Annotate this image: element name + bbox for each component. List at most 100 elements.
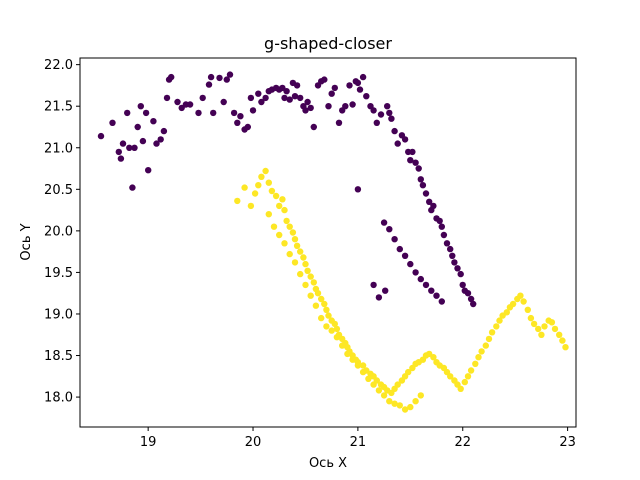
data-point-series-0-95 xyxy=(422,190,430,197)
data-point-series-1-4 xyxy=(255,182,262,189)
data-point-series-1-22 xyxy=(307,273,314,280)
data-point-series-1-11 xyxy=(279,196,286,203)
data-point-series-0-59 xyxy=(307,104,314,112)
data-point-series-1-128 xyxy=(412,398,419,405)
data-point-series-0-65 xyxy=(328,90,335,97)
data-point-series-0-120 xyxy=(412,269,419,276)
data-point-series-1-32 xyxy=(333,325,341,333)
y-axis-label: Ось Y xyxy=(19,223,34,260)
y-tick-label: 19.0 xyxy=(44,307,73,322)
data-point-series-1-107 xyxy=(302,281,309,289)
data-point-series-0-80 xyxy=(377,111,385,118)
data-point-series-1-72 xyxy=(467,367,475,374)
data-point-series-0-123 xyxy=(428,287,435,294)
data-point-series-0-75 xyxy=(359,73,367,81)
data-point-series-0-55 xyxy=(297,94,304,102)
data-point-series-1-87 xyxy=(520,298,527,305)
y-tick-label: 21.0 xyxy=(44,141,73,156)
data-point-series-1-115 xyxy=(344,350,351,358)
data-point-series-1-82 xyxy=(503,309,510,316)
data-point-series-0-67 xyxy=(335,119,343,127)
y-tick-label: 18.0 xyxy=(44,391,73,406)
data-point-series-0-104 xyxy=(447,245,454,253)
data-point-series-0-33 xyxy=(226,71,234,78)
data-point-series-0-118 xyxy=(401,252,409,259)
data-point-series-0-1 xyxy=(109,119,116,127)
data-point-series-1-102 xyxy=(276,231,283,239)
x-tick-label: 23 xyxy=(559,435,576,450)
data-point-series-0-107 xyxy=(454,265,461,272)
data-point-series-1-113 xyxy=(333,334,341,341)
data-point-series-1-29 xyxy=(325,312,332,319)
data-point-series-0-122 xyxy=(422,281,430,289)
data-point-series-0-129 xyxy=(354,186,362,193)
data-point-series-1-90 xyxy=(530,320,538,328)
data-point-series-0-13 xyxy=(145,167,152,174)
data-point-series-0-111 xyxy=(464,290,472,297)
data-point-series-1-126 xyxy=(401,406,409,413)
data-point-series-1-111 xyxy=(323,323,330,330)
data-point-series-1-15 xyxy=(289,229,297,236)
data-point-series-1-54 xyxy=(405,368,412,376)
data-point-series-1-77 xyxy=(485,335,493,343)
data-point-series-0-31 xyxy=(220,98,227,106)
data-point-series-0-94 xyxy=(419,182,427,189)
data-point-series-0-16 xyxy=(157,136,164,143)
y-tick-label: 20.5 xyxy=(44,183,73,198)
data-point-series-1-116 xyxy=(349,356,356,363)
data-point-series-0-64 xyxy=(325,103,332,110)
data-point-series-1-99 xyxy=(562,344,569,351)
data-point-series-0-4 xyxy=(119,140,127,147)
data-point-series-0-36 xyxy=(237,113,244,120)
data-point-series-1-69 xyxy=(457,385,464,392)
data-point-series-1-112 xyxy=(328,327,335,334)
data-point-series-0-100 xyxy=(436,217,443,225)
data-point-series-0-15 xyxy=(153,140,160,147)
data-point-series-0-38 xyxy=(244,123,251,131)
data-point-series-0-73 xyxy=(354,79,362,87)
data-point-series-1-76 xyxy=(482,342,489,349)
data-point-series-1-8 xyxy=(268,187,276,195)
data-point-series-0-114 xyxy=(380,219,388,226)
data-point-series-1-93 xyxy=(541,323,548,330)
data-point-series-1-0 xyxy=(234,197,241,205)
data-point-series-0-113 xyxy=(470,300,477,308)
data-point-series-1-105 xyxy=(291,259,299,266)
data-point-series-0-71 xyxy=(349,101,356,108)
data-point-series-0-54 xyxy=(293,82,301,89)
data-point-series-1-100 xyxy=(265,211,272,218)
data-point-series-0-42 xyxy=(258,98,265,106)
data-point-series-1-9 xyxy=(272,192,280,200)
data-point-series-1-104 xyxy=(286,250,293,258)
data-point-series-1-25 xyxy=(314,290,322,297)
data-point-series-0-84 xyxy=(391,127,398,135)
data-point-series-0-32 xyxy=(223,76,230,83)
data-point-series-1-127 xyxy=(407,403,414,411)
data-point-series-1-70 xyxy=(461,378,468,386)
data-point-series-0-2 xyxy=(115,148,123,156)
data-point-series-1-123 xyxy=(386,398,393,405)
data-point-series-1-61 xyxy=(430,354,437,361)
data-point-series-0-35 xyxy=(234,119,241,127)
data-point-series-0-11 xyxy=(139,137,147,145)
data-point-series-0-66 xyxy=(331,84,338,92)
data-point-series-0-106 xyxy=(451,259,458,266)
data-point-series-0-91 xyxy=(412,159,419,166)
x-tick-label: 20 xyxy=(245,435,262,450)
y-tick-label: 18.5 xyxy=(44,349,73,364)
data-point-series-1-14 xyxy=(286,223,293,230)
data-point-series-1-1 xyxy=(241,184,248,191)
plot-frame xyxy=(79,57,577,428)
data-point-series-1-7 xyxy=(265,179,272,186)
y-tick-label: 20.0 xyxy=(44,224,73,239)
data-point-series-0-7 xyxy=(129,184,136,191)
data-point-series-0-50 xyxy=(283,88,290,95)
data-point-series-1-114 xyxy=(339,342,346,349)
data-point-series-1-74 xyxy=(475,354,482,361)
data-point-series-1-6 xyxy=(262,167,269,175)
data-point-series-1-97 xyxy=(556,331,563,338)
data-point-series-0-8 xyxy=(131,144,138,151)
data-point-series-0-87 xyxy=(401,136,409,143)
